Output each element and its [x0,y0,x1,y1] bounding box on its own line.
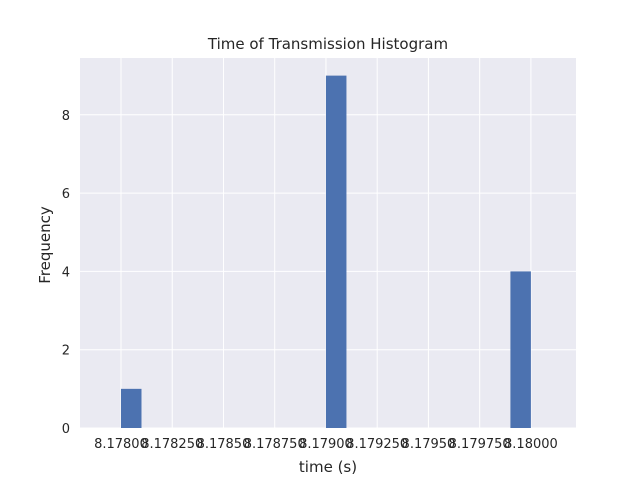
x-axis-label: time (s) [299,458,357,476]
x-tick-label: 8.17850 [197,437,251,452]
x-tick-label: 8.179750 [449,437,511,452]
x-tick-label: 8.179250 [346,437,408,452]
histogram-bar [120,388,142,428]
x-axis-ticks: 8.178008.1782508.178508.1787508.179008.1… [94,437,558,452]
histogram-bar [325,75,347,428]
y-axis-label: Frequency [36,206,54,284]
x-tick-label: 8.17800 [94,437,148,452]
x-tick-label: 8.18000 [504,437,558,452]
y-tick-label: 2 [62,344,70,359]
histogram-bars [120,75,531,428]
chart-title: Time of Transmission Histogram [207,35,448,53]
histogram-bar [510,271,531,428]
x-tick-label: 8.17900 [299,437,353,452]
x-tick-label: 8.17950 [402,437,456,452]
x-tick-label: 8.178250 [141,437,203,452]
y-tick-label: 4 [62,265,70,280]
y-tick-label: 8 [62,109,70,124]
y-tick-label: 6 [62,187,70,202]
y-axis-ticks: 0 2 4 6 8 [62,109,70,437]
y-tick-label: 0 [62,422,70,437]
x-tick-label: 8.178750 [244,437,306,452]
